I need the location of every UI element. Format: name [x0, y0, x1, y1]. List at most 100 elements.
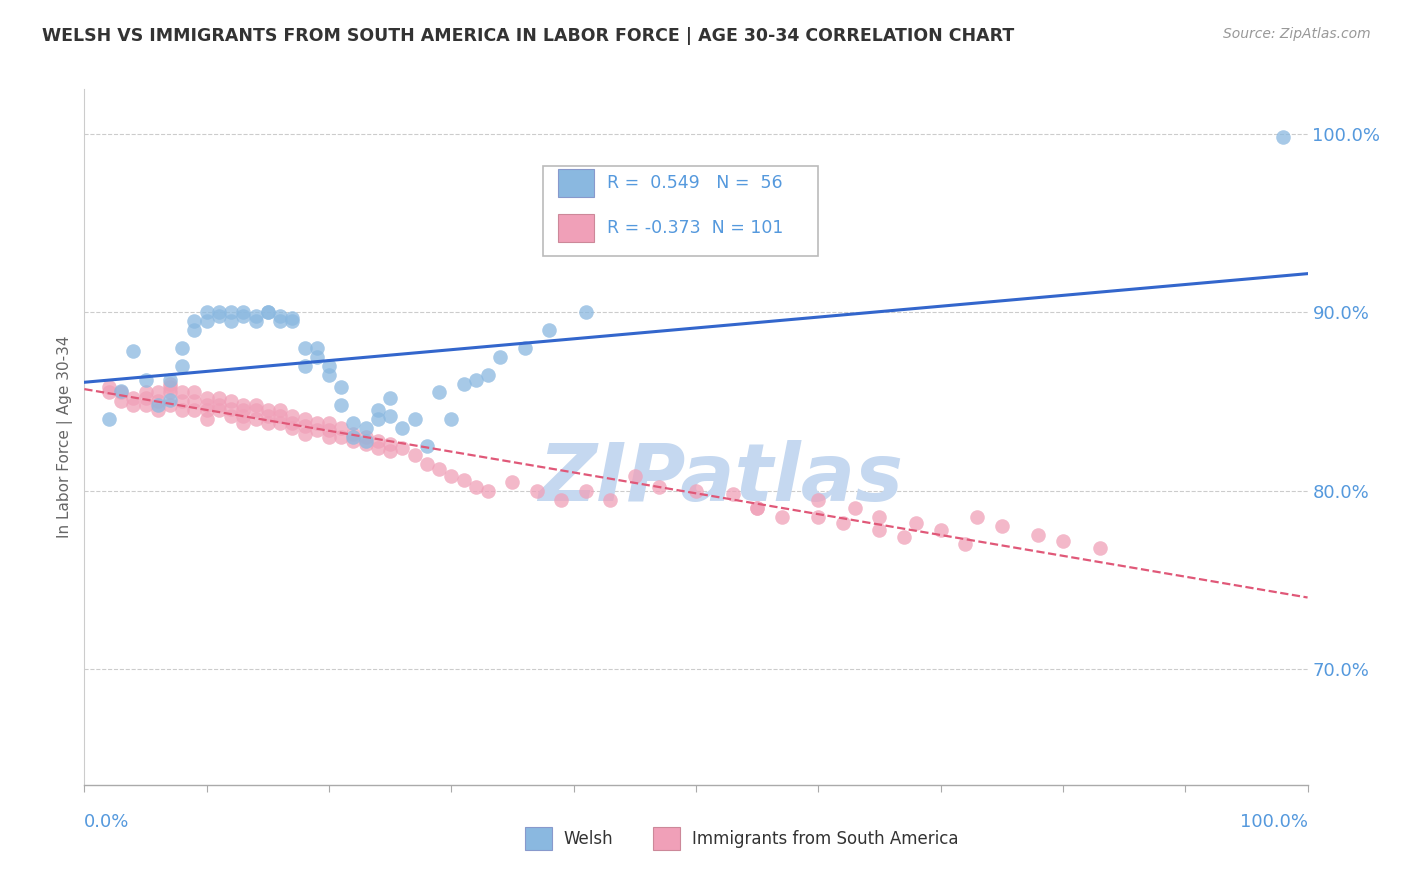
Point — [219, 305, 242, 319]
Point — [159, 398, 181, 412]
Point — [232, 416, 254, 430]
Point — [122, 391, 145, 405]
Point — [146, 398, 169, 412]
Point — [294, 426, 316, 441]
Point — [208, 309, 231, 323]
Point — [354, 421, 377, 435]
Point — [477, 368, 499, 382]
Point — [294, 419, 316, 434]
Point — [208, 398, 231, 412]
Point — [391, 421, 413, 435]
Point — [342, 430, 364, 444]
Point — [257, 416, 280, 430]
Point — [502, 475, 524, 489]
Point — [245, 309, 267, 323]
Bar — [558, 169, 595, 197]
FancyBboxPatch shape — [543, 166, 818, 256]
Point — [122, 344, 145, 359]
Point — [427, 385, 450, 400]
Point — [232, 305, 254, 319]
Point — [367, 412, 389, 426]
Text: R = -0.373  N = 101: R = -0.373 N = 101 — [606, 219, 783, 237]
Point — [869, 510, 891, 524]
Point — [232, 398, 254, 412]
Point — [318, 359, 340, 373]
Point — [966, 510, 988, 524]
Point — [330, 430, 353, 444]
Point — [453, 376, 475, 391]
Text: Welsh: Welsh — [564, 830, 613, 847]
Point — [183, 394, 205, 409]
Point — [893, 530, 915, 544]
Point — [1272, 130, 1295, 145]
Point — [342, 416, 364, 430]
Point — [305, 341, 328, 355]
Point — [135, 398, 157, 412]
Point — [110, 394, 132, 409]
Point — [330, 421, 353, 435]
Point — [305, 350, 328, 364]
Point — [440, 412, 463, 426]
Point — [159, 392, 181, 407]
Point — [232, 403, 254, 417]
Point — [294, 359, 316, 373]
Point — [489, 350, 512, 364]
Point — [135, 373, 157, 387]
Point — [172, 341, 194, 355]
Point — [648, 480, 671, 494]
Point — [269, 409, 291, 423]
Point — [391, 441, 413, 455]
Point — [183, 403, 205, 417]
Point — [110, 384, 132, 398]
Point — [318, 416, 340, 430]
Bar — [558, 214, 595, 243]
Point — [354, 434, 377, 448]
Point — [354, 437, 377, 451]
Point — [905, 516, 928, 530]
Point — [526, 483, 548, 498]
Point — [195, 403, 218, 417]
Point — [513, 341, 536, 355]
Point — [318, 430, 340, 444]
Point — [257, 305, 280, 319]
Point — [208, 391, 231, 405]
Point — [929, 523, 952, 537]
Point — [183, 385, 205, 400]
Text: ZIPatlas: ZIPatlas — [538, 440, 903, 518]
Point — [538, 323, 561, 337]
Point — [991, 519, 1014, 533]
Point — [380, 409, 402, 423]
Point — [624, 469, 647, 483]
Point — [219, 394, 242, 409]
Point — [318, 423, 340, 437]
Point — [770, 510, 793, 524]
Point — [318, 368, 340, 382]
Point — [146, 385, 169, 400]
Point — [721, 487, 744, 501]
Point — [1028, 528, 1050, 542]
Point — [219, 409, 242, 423]
Point — [195, 305, 218, 319]
Point — [281, 314, 304, 328]
Point — [245, 314, 267, 328]
Text: Source: ZipAtlas.com: Source: ZipAtlas.com — [1223, 27, 1371, 41]
Point — [869, 523, 891, 537]
Point — [269, 416, 291, 430]
Point — [747, 501, 769, 516]
Text: Immigrants from South America: Immigrants from South America — [692, 830, 959, 847]
Point — [380, 437, 402, 451]
Point — [281, 409, 304, 423]
Text: 100.0%: 100.0% — [1240, 813, 1308, 830]
Point — [367, 434, 389, 448]
Point — [97, 385, 120, 400]
Point — [1088, 541, 1111, 555]
Point — [281, 421, 304, 435]
Point — [599, 492, 621, 507]
Point — [953, 537, 976, 551]
Text: 0.0%: 0.0% — [84, 813, 129, 830]
Point — [159, 376, 181, 391]
Point — [342, 426, 364, 441]
Point — [172, 385, 194, 400]
Y-axis label: In Labor Force | Age 30-34: In Labor Force | Age 30-34 — [58, 335, 73, 539]
Text: WELSH VS IMMIGRANTS FROM SOUTH AMERICA IN LABOR FORCE | AGE 30-34 CORRELATION CH: WELSH VS IMMIGRANTS FROM SOUTH AMERICA I… — [42, 27, 1015, 45]
